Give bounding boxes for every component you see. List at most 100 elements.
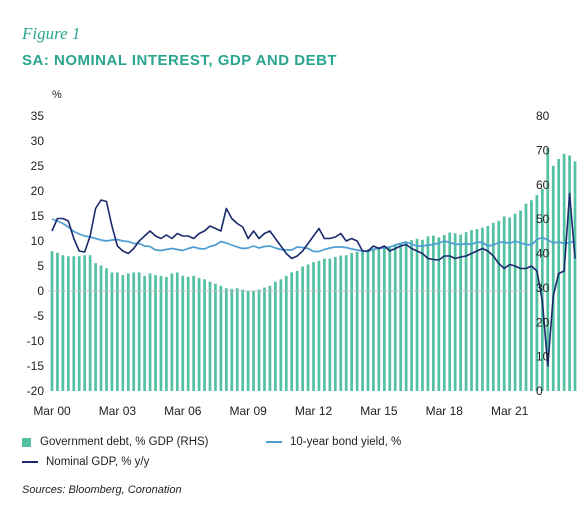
debt-bar [263, 287, 266, 391]
debt-bar [437, 237, 441, 391]
figure-label: Figure 1 [22, 24, 81, 43]
debt-bar [235, 288, 239, 391]
bond-line [51, 218, 576, 253]
debt-bar [230, 288, 234, 391]
legend-label-debt: Government debt, % GDP (RHS) [40, 436, 209, 448]
debt-bar [56, 252, 59, 391]
debt-bar [197, 277, 201, 391]
debt-bar [508, 217, 512, 391]
debt-bar [562, 153, 566, 391]
debt-bar [344, 255, 348, 391]
debt-bar [404, 241, 408, 391]
debt-bar [377, 247, 381, 391]
debt-bar [497, 220, 501, 391]
x-tick-label: Mar 12 [295, 404, 333, 418]
debt-bar [350, 252, 354, 391]
left-tick-label: 20 [31, 184, 45, 198]
source-note: Sources: Bloomberg, Coronation [22, 484, 182, 496]
x-tick-label: Mar 18 [426, 404, 464, 418]
debt-bar [568, 155, 571, 391]
debt-bar [295, 271, 299, 391]
right-tick-label: 70 [536, 143, 550, 157]
debt-bar [306, 264, 310, 391]
x-tick-label: Mar 00 [33, 404, 71, 418]
debt-bar [77, 256, 81, 391]
right-axis: 80 70 60 50 40 30 20 10 0 [536, 109, 550, 398]
debt-bar [143, 275, 146, 391]
left-tick-label: 0 [37, 284, 44, 298]
debt-bar [126, 273, 130, 391]
debt-bar [323, 258, 326, 391]
debt-bar [448, 232, 452, 391]
debt-bar [486, 226, 490, 391]
debt-bar [94, 263, 97, 392]
x-tick-label: Mar 15 [360, 404, 398, 418]
debt-bar [551, 165, 555, 391]
debt-bar [219, 285, 223, 391]
debt-bar [573, 161, 577, 392]
debt-bar [475, 229, 479, 391]
debt-bar [88, 255, 92, 391]
debt-bar [502, 216, 506, 392]
right-tick-label: 20 [536, 315, 550, 329]
debt-bar [284, 275, 288, 391]
debt-bar [399, 243, 403, 391]
right-tick-label: 50 [536, 212, 550, 226]
debt-bar [214, 283, 217, 391]
legend-item-bond: 10-year bond yield, % [266, 436, 401, 448]
debt-bar [181, 275, 185, 391]
debt-bar [491, 222, 495, 391]
debt-bar [464, 232, 468, 391]
left-tick-label: 25 [31, 159, 45, 173]
legend-item-debt: Government debt, % GDP (RHS) [22, 436, 209, 448]
debt-bar [372, 248, 375, 391]
debt-bar [290, 272, 294, 391]
debt-bar [116, 272, 119, 391]
debt-bar [361, 250, 364, 391]
x-axis: Mar 00 Mar 03 Mar 06 Mar 09 Mar 12 Mar 15 Mar … [33, 404, 528, 418]
legend-label-bond: 10-year bond yield, % [290, 436, 402, 448]
series-lines [51, 192, 576, 367]
legend-swatch-gdp [22, 461, 38, 463]
left-tick-label: -20 [27, 384, 45, 398]
x-tick-label: Mar 03 [99, 404, 137, 418]
debt-bar [388, 246, 392, 392]
debt-bar [540, 188, 544, 392]
debt-bar [442, 234, 446, 391]
debt-bar [252, 290, 255, 392]
left-tick-label: -5 [33, 309, 44, 323]
debt-bar [110, 272, 114, 391]
x-tick-label: Mar 06 [164, 404, 202, 418]
debt-bar [72, 256, 76, 391]
debt-bar [453, 233, 457, 391]
debt-bar [513, 213, 517, 392]
x-tick-label: Mar 09 [229, 404, 267, 418]
chart-title: SA: NOMINAL INTEREST, GDP AND DEBT [22, 52, 338, 69]
debt-bar [393, 244, 397, 391]
debt-bar [165, 276, 168, 392]
debt-bar [257, 289, 261, 391]
debt-bar [530, 200, 533, 391]
legend-label-gdp: Nominal GDP, % y/y [46, 456, 150, 468]
debt-bar [535, 195, 539, 391]
debt-bar [546, 147, 550, 391]
debt-bar [426, 236, 430, 391]
debt-bar [415, 238, 419, 391]
debt-bar [274, 281, 277, 391]
right-tick-label: 60 [536, 178, 550, 192]
legend-item-gdp: Nominal GDP, % y/y [22, 456, 149, 468]
debt-bar [339, 255, 343, 391]
debt-bar [170, 273, 174, 391]
debt-bar [328, 258, 332, 391]
debt-bar [268, 285, 272, 391]
left-axis-unit: % [52, 89, 62, 101]
debt-bar [241, 289, 245, 391]
debt-bar [50, 251, 54, 391]
legend-swatch-bond [266, 441, 282, 443]
right-tick-label: 80 [536, 109, 550, 123]
debt-bar [382, 246, 386, 392]
right-tick-label: 0 [536, 384, 543, 398]
debt-bar [132, 272, 136, 391]
debt-bar [99, 265, 103, 391]
debt-bar [481, 227, 484, 391]
